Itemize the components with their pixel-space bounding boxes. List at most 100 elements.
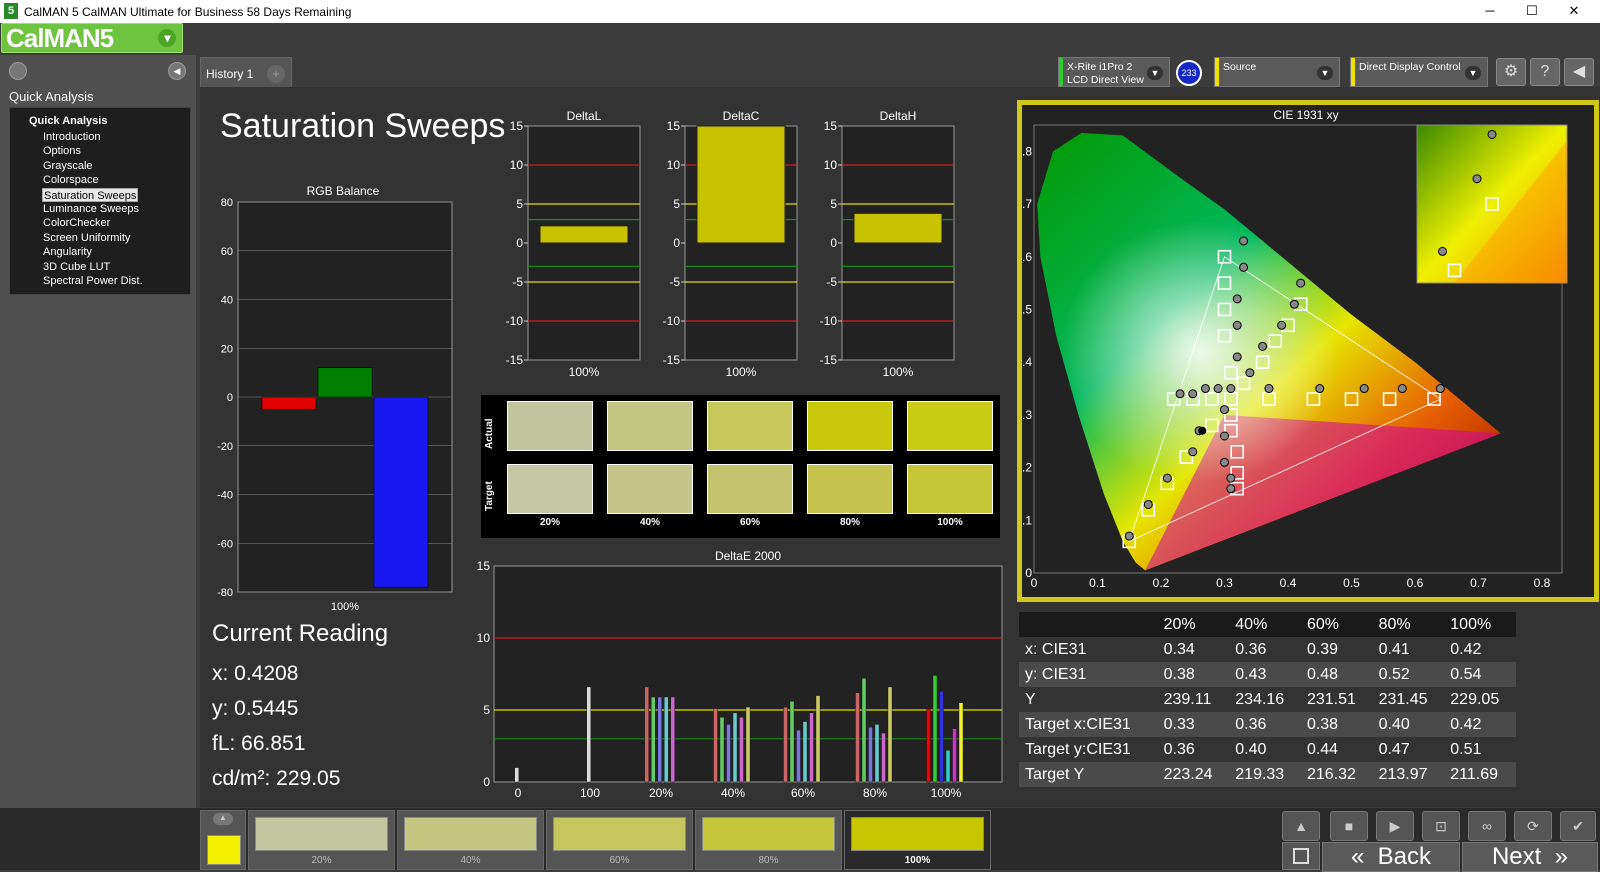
target-square [1236,376,1251,391]
back-label: Back [1377,843,1432,870]
measured-point [1359,384,1369,394]
current-color-swatch [207,835,241,865]
table-cell: 0.40 [1235,740,1267,758]
patch-tile[interactable]: 20% [248,810,395,870]
table-cell: 0.52 [1372,662,1445,687]
gamut-triangle [1128,256,1442,543]
tree-item[interactable]: 3D Cube LUT [43,260,111,273]
collapse-right-icon[interactable]: ◀ [1564,58,1594,86]
y-tick-label: 0.6 [1022,250,1032,264]
next-button[interactable]: Next » [1462,842,1598,872]
add-tab-icon[interactable]: + [267,65,285,83]
swatch-label: 100% [937,517,963,528]
tree-item[interactable]: Screen Uniformity [43,231,131,244]
deltae-bar [809,712,814,783]
patch-label: 80% [758,855,779,866]
calman-logo-button[interactable]: CalMAN5 ▾ [1,23,183,53]
x-tick-label: 0.4 [1280,576,1297,590]
column-header: 100% [1444,612,1516,637]
table-cell: 0.36 [1229,712,1301,737]
tree-item[interactable]: Introduction [43,131,101,143]
tree-item[interactable]: Colorspace [43,174,99,187]
patch-tile[interactable]: 40% [397,810,544,870]
tree-item[interactable]: Luminance Sweeps [43,203,140,215]
inset-target-square [1485,197,1499,211]
patch-swatch [255,817,388,851]
y-tick-label: 20 [221,343,233,355]
display-status-bar [1351,58,1355,86]
patch-tile[interactable]: 80% [695,810,842,870]
y-tick-label: 15 [477,559,491,573]
play-icon[interactable]: ▶ [1376,811,1414,841]
patch-tile[interactable]: 60% [546,810,693,870]
table-cell: 0.34 [1163,640,1195,658]
measured-point [1220,431,1229,441]
back-button[interactable]: « Back [1322,842,1460,872]
close-button[interactable]: ✕ [1568,3,1580,18]
x-tick-label: 0.8 [1534,576,1551,590]
collapse-panel-button[interactable]: ◀ [168,62,186,80]
white-point [1198,426,1207,435]
inset-target-square [1447,263,1462,278]
cie-chart-frame: CIE 1931 xy 0 0.1 0.2 0.3 0.4 0.5 0.6 0.7 0.8 0.8 0… [1015,100,1599,602]
minimize-button[interactable]: ─ [1485,3,1495,18]
y-tick-label: 0.8 [1022,144,1032,158]
tree-item[interactable]: Angularity [43,246,92,259]
table-cell: 0.41 [1378,640,1410,658]
check-icon[interactable]: ✔ [1560,811,1596,841]
y-tick-label: 15 [824,119,838,133]
target-square [1268,334,1283,348]
panel-pin-button[interactable] [9,62,27,80]
meter-badge[interactable]: 233 [1176,60,1202,86]
tree-item[interactable]: ColorChecker [43,217,111,230]
measured-point [1226,484,1236,494]
target-square [1224,423,1238,438]
tree-item[interactable]: Spectral Power Dist. [43,275,143,287]
chart-title: CIE 1931 xy [1273,108,1338,122]
row-label: Target y:CIE31 [1025,740,1131,758]
tab-history[interactable]: History 1 + [200,57,292,87]
maximize-button[interactable]: ☐ [1526,3,1538,18]
source-selector[interactable]: Source ▼ [1214,57,1340,87]
chevron-up-icon[interactable]: ▲ [1282,811,1320,841]
x-tick-label: 0.7 [1470,576,1487,590]
table-cell: 0.38 [1300,712,1373,737]
refresh-icon[interactable]: ⟳ [1514,811,1552,841]
target-square [1217,249,1232,264]
patch-tile[interactable]: 100% [844,810,991,870]
table-cell: 0.48 [1300,662,1373,687]
settings-gear-icon[interactable]: ⚙ [1496,58,1526,86]
deltae-bar [887,686,893,783]
tree-item[interactable]: Saturation Sweeps [42,187,139,202]
swatch-label: 20% [539,517,560,528]
target-square [1205,418,1219,433]
stop-square-icon [1293,848,1309,864]
target-swatch [707,464,793,514]
fit-icon[interactable]: ⊡ [1422,811,1460,841]
display-selector[interactable]: Direct Display Control ▼ [1350,57,1488,87]
y-tick-label: 10 [667,158,681,172]
tree-root-quick-analysis[interactable]: Quick Analysis [29,115,108,127]
measured-point [1124,531,1134,541]
meter-selector[interactable]: X-Rite i1Pro 2 LCD Direct View ▼ [1058,57,1170,87]
reading-fl: fL: 66.851 [212,732,306,755]
y-tick-label: -15 [663,353,681,367]
chevron-up-icon[interactable]: ▲ [213,813,233,825]
x-tick-label: 0.2 [1153,576,1170,590]
tree-item[interactable]: Options [43,145,81,158]
table-cell: 0.44 [1306,740,1339,758]
table-cell: 0.39 [1306,640,1339,658]
y-tick-label: 60 [221,246,233,258]
table-cell: 211.69 [1444,762,1516,787]
record-button[interactable] [1282,842,1320,870]
swatch-label: 80% [839,517,860,528]
tree-item[interactable]: Grayscale [43,159,93,172]
stop-icon[interactable]: ■ [1330,811,1368,841]
help-icon[interactable]: ? [1530,58,1560,86]
target-square [1255,355,1270,369]
table-cell: 0.42 [1444,712,1516,737]
actual-swatch [607,401,693,451]
loop-icon[interactable]: ∞ [1468,811,1506,841]
measured-point [1296,278,1306,288]
actual-swatch [807,401,893,451]
